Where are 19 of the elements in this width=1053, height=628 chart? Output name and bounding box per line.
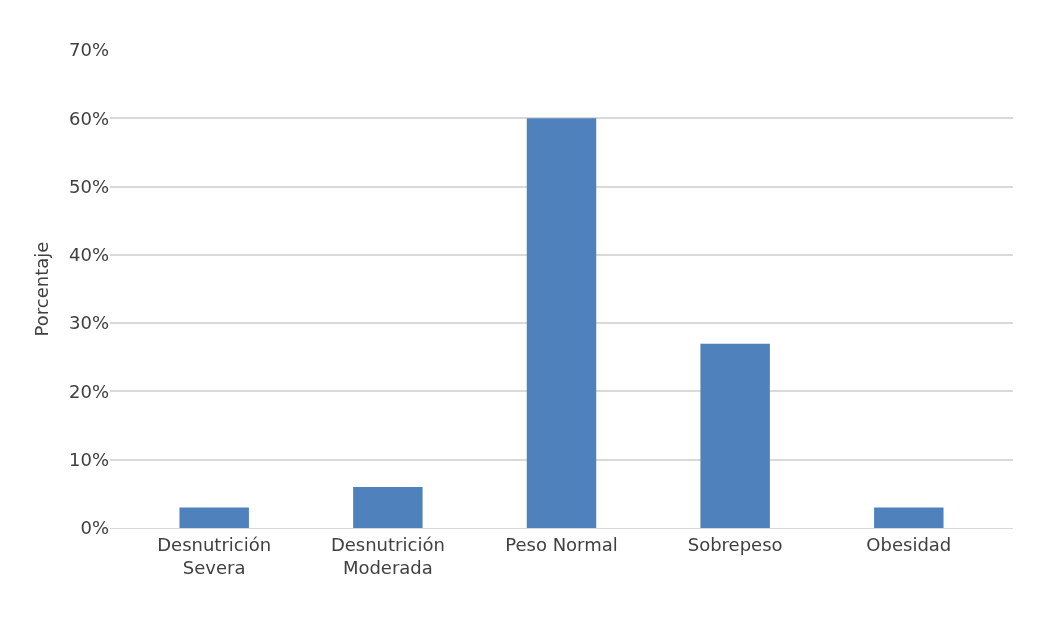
x-tick-label: Peso Normal xyxy=(505,533,618,555)
x-tick-label: Obesidad xyxy=(866,533,952,555)
bar xyxy=(874,507,944,528)
y-axis-title: Porcentaje xyxy=(31,241,53,337)
bar xyxy=(700,343,770,528)
bar xyxy=(353,487,423,528)
y-tick-label: 0% xyxy=(80,517,109,539)
y-tick-label: 40% xyxy=(68,244,109,266)
y-tick-label: 30% xyxy=(68,312,109,334)
y-tick-label: 20% xyxy=(68,380,109,402)
y-tick-label: 50% xyxy=(68,175,109,197)
y-tick-label: 60% xyxy=(68,107,109,129)
y-tick-label: 70% xyxy=(68,39,109,61)
x-tick-label: Desnutrición Severa xyxy=(157,533,272,578)
x-tick-label: Desnutrición Moderada xyxy=(330,533,445,578)
x-tick-label: Sobrepeso xyxy=(687,533,783,555)
bar xyxy=(526,118,597,528)
y-tick-label: 10% xyxy=(68,449,109,471)
bar xyxy=(179,507,249,528)
